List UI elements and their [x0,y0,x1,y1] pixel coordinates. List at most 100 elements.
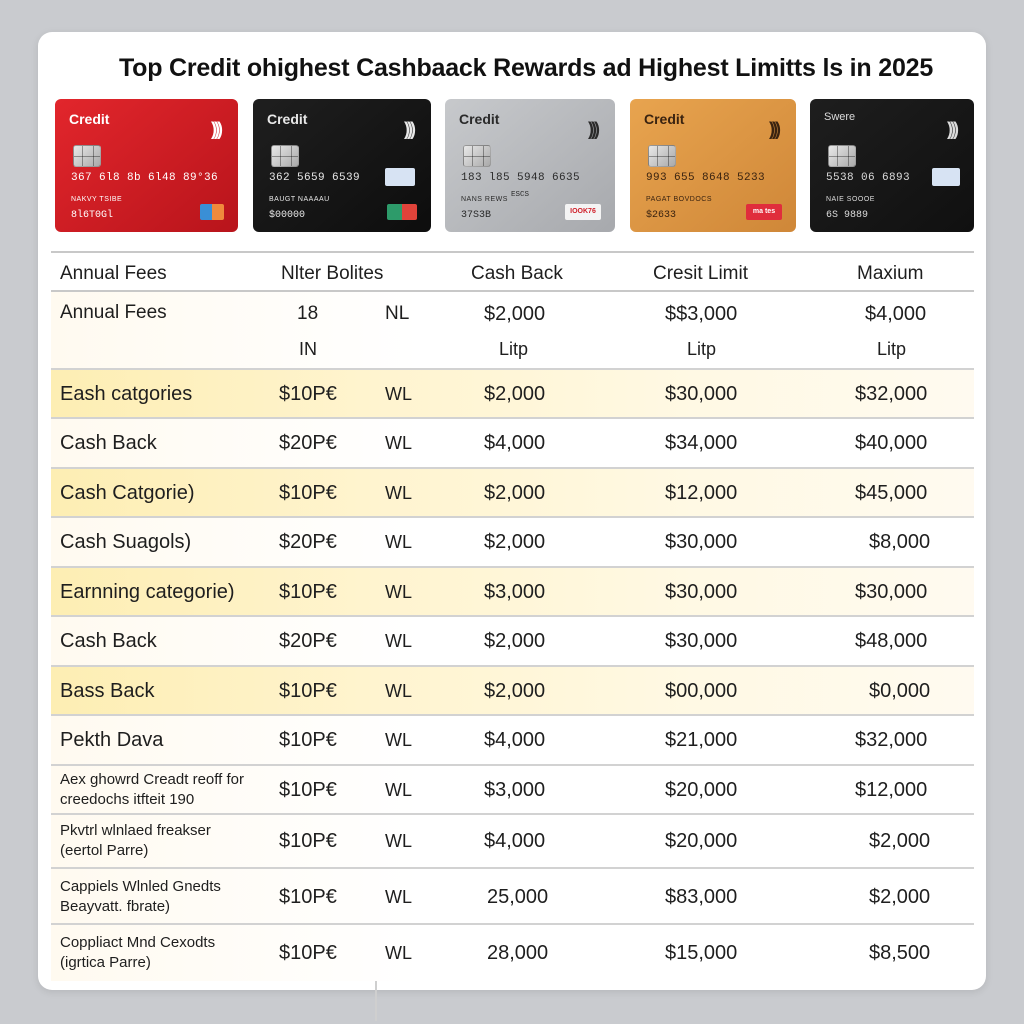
credit-card-black: Credit ))) 362 5659 6539 BAUGT NAAAAU $0… [253,99,431,232]
card-expiry: 37S3B [461,210,492,221]
brand-sticker-icon [385,168,415,186]
header-bolites: Nlter Bolites [281,263,384,284]
max-sub: Litp [877,339,907,359]
limit-value: $15,000 [665,942,738,964]
brand-logo: ma tes [746,204,782,220]
limit-value: $12,000 [665,482,738,504]
header-cash-back: Cash Back [471,263,563,284]
max-value: $30,000 [855,581,928,603]
limit-value: $20,000 [665,830,738,852]
row-label: Pkvtrl wlnlaed freakser [60,822,211,839]
card-name: Swere [824,111,856,123]
fee-value: $10P€ [279,482,337,504]
table-row: Earnning categorie) $10P€ WL $3,000 $30,… [51,568,974,617]
credit-card-silver: Credit ))) 183 l85 5948 6635 ESCS NANS R… [445,99,615,232]
cash-value: $2,000 [484,482,546,504]
table-row: Pekth Dava $10P€ WL $4,000 $21,000 $32,0… [51,716,974,766]
nl-value: WL [385,483,412,503]
card-number: 183 l85 5948 6635 [461,172,581,184]
row-label: Coppliact Mnd Cexodts [60,934,216,951]
limit-value: $34,000 [665,432,738,454]
nl-value: WL [385,532,412,552]
row-label-line2: Beayvatt. fbrate) [60,898,171,915]
row-label: Cappiels Wlnled Gnedts [60,878,221,895]
row-label: Bass Back [60,680,155,702]
max-value: $45,000 [855,482,928,504]
chip-icon [73,145,101,167]
card-holder: BAUGT NAAAAU [269,196,330,203]
fee-value: $10P€ [279,886,337,908]
cash-value: $2,000 [484,303,546,325]
limit-value: $30,000 [665,383,738,405]
limit-value: $00,000 [665,680,738,702]
cash-value: $4,000 [484,729,546,751]
brand-sticker-icon [932,168,960,186]
nl-value: WL [385,730,412,750]
max-value: $32,000 [855,729,928,751]
chip-icon [271,145,299,167]
table-row: Pkvtrl wlnlaed freakser (eertol Parre) $… [51,815,974,869]
row-label: Aex ghowrd Creadt reoff for [60,771,244,788]
nl-value: WL [385,943,412,963]
limit-value: $30,000 [665,630,738,652]
brand-logo-icon [387,204,417,220]
page-title: Top Credit ohighest Cashbaack Rewards ad… [118,54,934,82]
row-label-line2: (igrtica Parre) [60,954,151,971]
table-row: Aex ghowrd Creadt reoff for creedochs it… [51,766,974,815]
nl-value: WL [385,631,412,651]
card-number: 362 5659 6539 [269,172,361,184]
card-number: 993 655 8648 5233 [646,172,766,184]
nl-value: WL [385,681,412,701]
row-label: Cash Catgorie) [60,482,195,504]
card-expiry: $00000 [269,210,306,221]
row-label: Eash catgories [60,383,193,405]
fee-value: $10P€ [279,383,337,405]
fee-value: $20P€ [279,630,337,652]
table-row: Cash Suagols) $20P€ WL $2,000 $30,000 $8… [51,518,974,568]
nl-value: WL [385,831,412,851]
chip-icon [648,145,676,167]
cash-value: $2,000 [484,630,546,652]
row-label: Pekth Dava [60,729,164,751]
fee-value: $10P€ [279,729,337,751]
fee-value: $20P€ [279,432,337,454]
nl-value: WL [385,582,412,602]
limit-value: $30,000 [665,531,738,553]
limit-value: $20,000 [665,779,738,801]
table-row: Cash Back $20P€ WL $4,000 $34,000 $40,00… [51,419,974,469]
card-name: Credit [459,111,500,127]
card-holder: NANS REWS [461,196,508,203]
card-expiry: 8l6T0Gl [71,210,114,221]
fee-value: $10P€ [279,680,337,702]
max-value: $32,000 [855,383,928,405]
contactless-icon: ))) [211,119,223,139]
fee-value: $10P€ [279,581,337,603]
table-row: Annual Fees 18 IN NL $2,000 Litp $$3,000… [51,292,974,370]
cash-sub: Litp [499,339,529,359]
limit-value: $21,000 [665,729,738,751]
row-label: Earnning categorie) [60,581,235,603]
row-label: Cash Suagols) [60,531,192,553]
card-holder: PAGAT BOVDOCS [646,196,713,203]
credit-card-gold: Credit ))) 993 655 8648 5233 PAGAT BOVDO… [630,99,796,232]
cash-value: $2,000 [484,531,546,553]
nl-value: NL [385,303,410,324]
table-header: Annual Fees Nlter Bolites Cash Back Cres… [51,251,974,292]
table-row: Cash Catgorie) $10P€ WL $2,000 $12,000 $… [51,469,974,518]
chip-icon [828,145,856,167]
table-row: Bass Back $10P€ WL $2,000 $00,000 $0,000 [51,667,974,716]
cash-value: $3,000 [484,581,546,603]
fee-value: $20P€ [279,531,337,553]
fee-value: $10P€ [279,779,337,801]
row-label: Annual Fees [60,302,167,323]
cash-value: $2,000 [484,680,546,702]
card-holder: NAKVY TSIBE [71,196,123,203]
fee-value: $10P€ [279,830,337,852]
max-value: $40,000 [855,432,928,454]
limit-value: $$3,000 [665,303,738,325]
fee-value: $10P€ [279,942,337,964]
nl-value: WL [385,433,412,453]
card-number: 367 6l8 8b 6l48 89°36 [71,172,219,184]
max-value: $4,000 [865,303,927,325]
brand-logo-icon [200,204,224,220]
